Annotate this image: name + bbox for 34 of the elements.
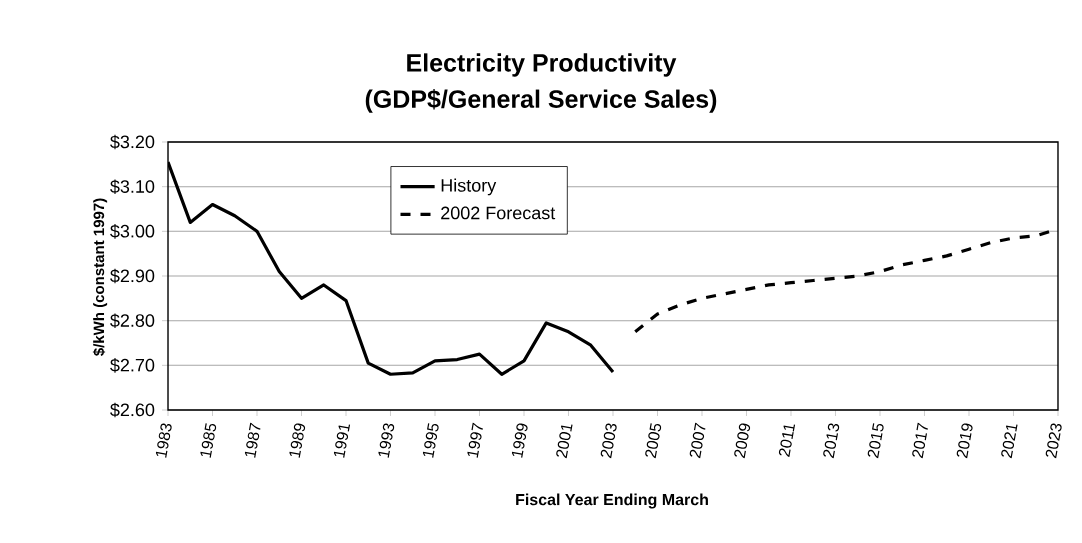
x-tick-label: 1993 xyxy=(378,423,395,458)
y-axis-title: $/kWh (constant 1997) xyxy=(92,198,108,356)
x-tick-label: 2005 xyxy=(645,423,662,459)
x-tick-label: 1989 xyxy=(289,423,306,458)
x-tick-label: 1991 xyxy=(333,424,351,458)
y-tick-label: $2.80 xyxy=(110,313,155,328)
y-tick-label: $3.00 xyxy=(110,224,155,239)
y-tick-label: $3.10 xyxy=(110,179,155,194)
x-tick-label: 2001 xyxy=(556,424,573,459)
y-tick-label: $2.60 xyxy=(110,402,155,418)
y-tick-label: $2.70 xyxy=(110,358,155,373)
chart-subtitle: (GDP$/General Service Sales) xyxy=(365,89,717,113)
legend-label: History xyxy=(441,178,497,196)
x-axis-title: Fiscal Year Ending March xyxy=(516,493,708,509)
x-tick-label: 2009 xyxy=(734,423,751,459)
x-tick-label: 2019 xyxy=(956,423,973,459)
x-tick-label: 2013 xyxy=(823,423,840,459)
x-tick-label: 2007 xyxy=(689,422,706,459)
x-tick-label: 1997 xyxy=(467,422,483,458)
x-tick-label: 1985 xyxy=(200,423,217,458)
legend-label: 2002 Forecast xyxy=(441,206,556,220)
x-tick-label: 1987 xyxy=(244,422,261,458)
x-tick-label: 2011 xyxy=(778,424,796,457)
x-tick-label: 2023 xyxy=(1045,423,1062,459)
x-tick-label: 2003 xyxy=(600,423,617,459)
x-tick-label: 1983 xyxy=(155,423,172,458)
x-tick-label: 1999 xyxy=(511,423,528,458)
x-tick-label: 2017 xyxy=(912,422,928,459)
x-tick-label: 2021 xyxy=(1001,424,1018,459)
x-tick-label: 1995 xyxy=(422,423,439,458)
y-tick-label: $2.90 xyxy=(110,268,155,284)
x-tick-label: 2015 xyxy=(867,423,884,459)
chart-title: Electricity Productivity xyxy=(407,53,677,77)
y-tick-label: $3.20 xyxy=(110,134,155,150)
